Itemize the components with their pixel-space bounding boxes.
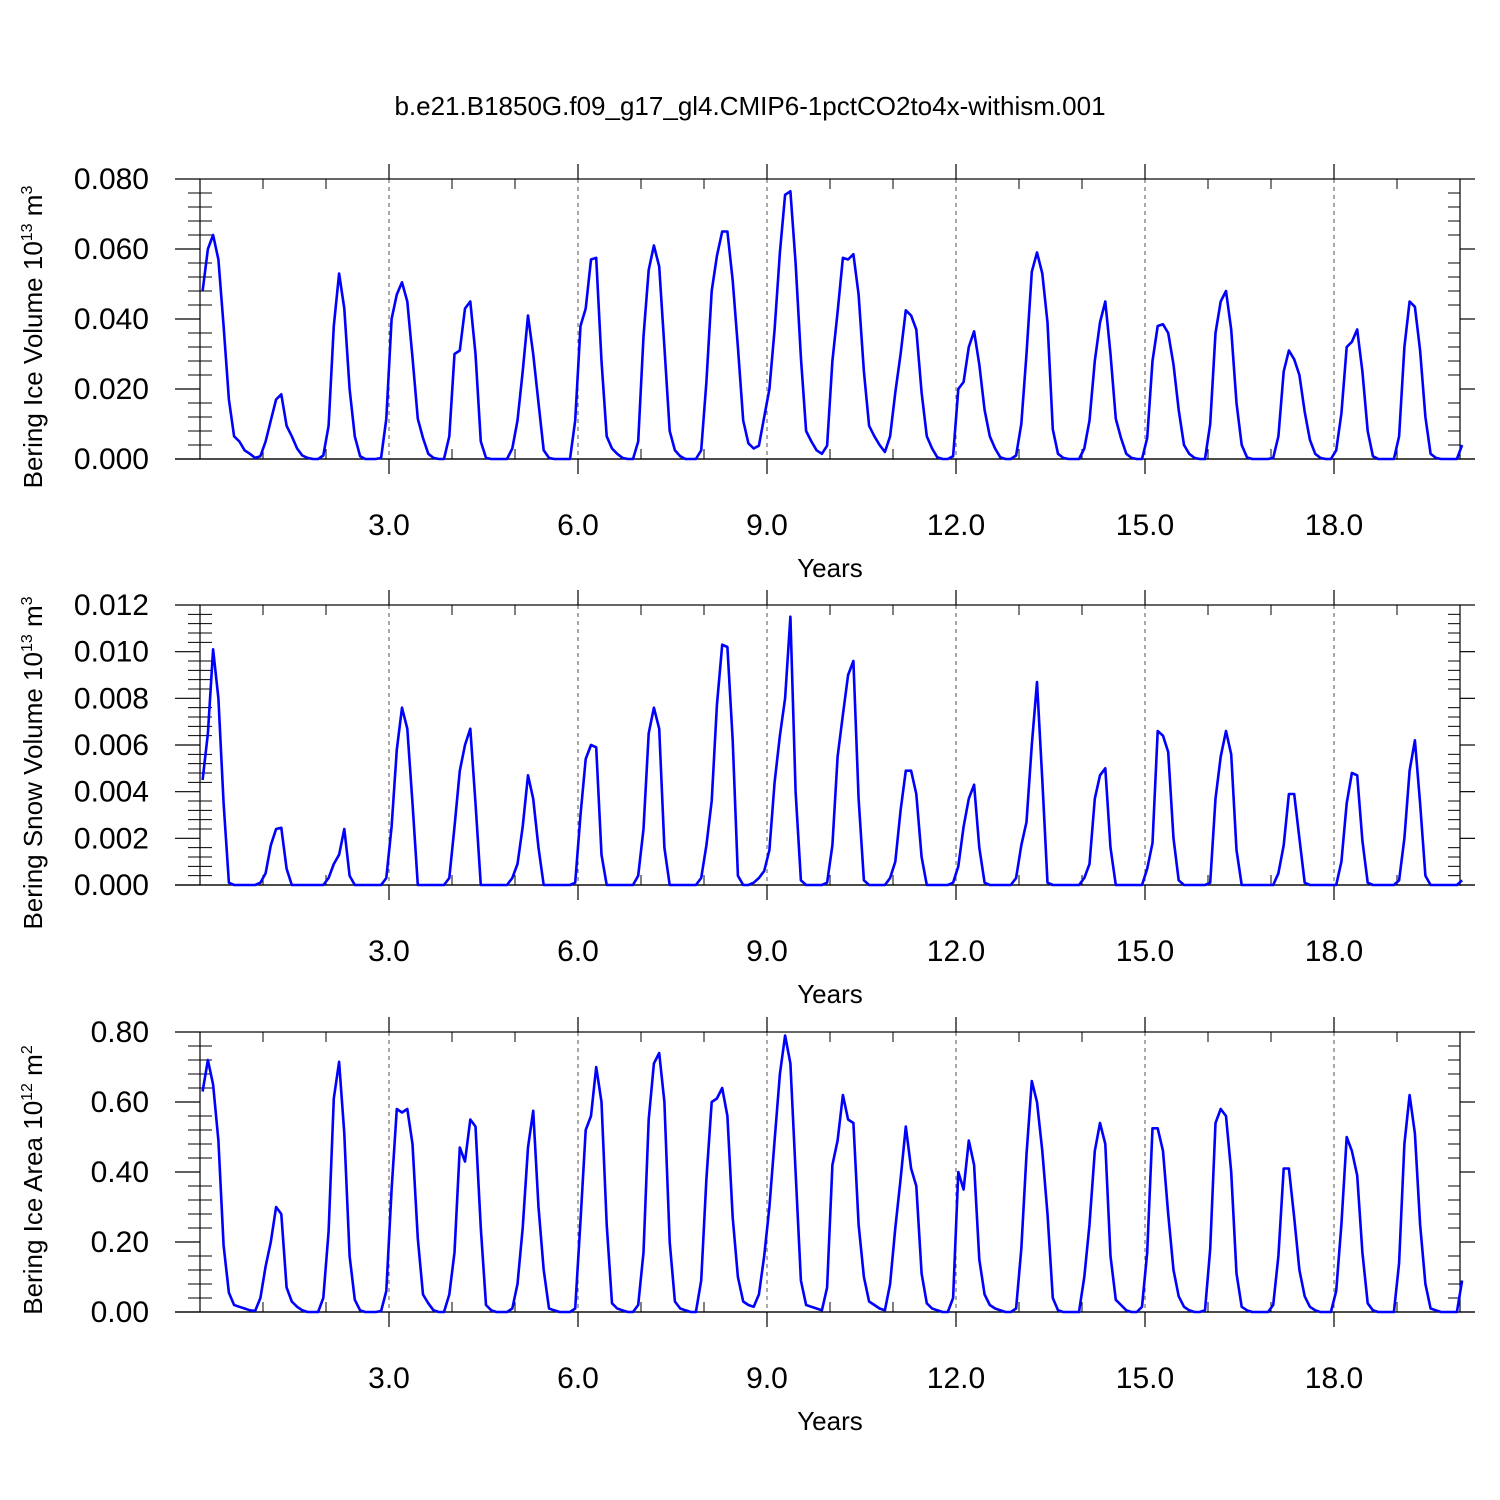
panel-ice-volume-y-tick-label: 0.020 xyxy=(74,373,149,406)
panel-ice-area-ylabel: Bering Ice Area 1012 m2 xyxy=(18,1045,48,1315)
panel-snow-volume: Years Bering Snow Volume 1013 m3 0.000 0.… xyxy=(18,589,1475,1009)
panel-snow-volume-ylabel: Bering Snow Volume 1013 m3 xyxy=(18,596,48,929)
panel-ice-area-x-tick-label: 15.0 xyxy=(1116,1362,1174,1395)
panel-ice-volume-ylabel-unit: m xyxy=(18,195,48,224)
panel-snow-volume-y-tick-label: 0.010 xyxy=(74,636,149,669)
panel-ice-area-x-tick-label: 12.0 xyxy=(927,1362,985,1395)
panel-snow-volume-x-tick-label: 15.0 xyxy=(1116,935,1174,968)
panel-snow-volume-xlabel: Years xyxy=(797,979,863,1009)
panel-snow-volume-x-tick-label: 3.0 xyxy=(368,935,410,968)
panel-ice-volume: Years Bering Ice Volume 1013 m3 0.000 0.0… xyxy=(18,163,1475,583)
panel-ice-volume-xlabel: Years xyxy=(797,553,863,583)
panel-ice-area-x-tick-label: 6.0 xyxy=(557,1362,599,1395)
panel-ice-area-y-tick-label: 0.20 xyxy=(91,1226,149,1259)
panel-ice-volume-y-tick-label: 0.060 xyxy=(74,233,149,266)
panel-ice-area-x-tick-label: 18.0 xyxy=(1305,1362,1363,1395)
panel-ice-volume-ylabel-main: Bering Ice Volume 10 xyxy=(18,241,48,488)
panel-ice-volume-ylabel-unit-exp: 3 xyxy=(19,186,36,195)
panel-snow-volume-ylabel-unit-exp: 3 xyxy=(19,596,36,605)
panel-ice-area-ylabel-main: Bering Ice Area 10 xyxy=(18,1101,48,1315)
panel-ice-area-ylabel-unit: m xyxy=(18,1054,48,1083)
panel-snow-volume-y-tick-label: 0.004 xyxy=(74,776,149,809)
panel-ice-volume-x-tick-label: 12.0 xyxy=(927,509,985,542)
panel-ice-area-ylabel-exp: 12 xyxy=(19,1083,36,1101)
panel-snow-volume-y-tick-label: 0.002 xyxy=(74,822,149,855)
panel-snow-volume-x-tick-label: 18.0 xyxy=(1305,935,1363,968)
panel-ice-volume-x-tick-label: 9.0 xyxy=(746,509,788,542)
panel-ice-area-x-tick-label: 3.0 xyxy=(368,1362,410,1395)
panel-ice-volume-x-tick-label: 6.0 xyxy=(557,509,599,542)
panel-ice-volume-y-tick-label: 0.000 xyxy=(74,443,149,476)
panel-ice-volume-y-tick-label: 0.080 xyxy=(74,163,149,196)
panel-snow-volume-y-tick-label: 0.006 xyxy=(74,729,149,762)
panel-snow-volume-x-tick-label: 6.0 xyxy=(557,935,599,968)
panel-snow-volume-y-tick-label: 0.008 xyxy=(74,682,149,715)
panel-ice-area-ylabel-unit-exp: 2 xyxy=(19,1045,36,1054)
panel-ice-volume-y-tick-label: 0.040 xyxy=(74,303,149,336)
panel-snow-volume-x-tick-label: 9.0 xyxy=(746,935,788,968)
panel-ice-volume-x-tick-label: 3.0 xyxy=(368,509,410,542)
panel-ice-volume-ylabel-exp: 13 xyxy=(19,223,36,241)
panel-snow-volume-series-line xyxy=(201,615,1463,887)
panel-ice-area-xlabel: Years xyxy=(797,1406,863,1436)
panel-ice-volume-ylabel: Bering Ice Volume 1013 m3 xyxy=(18,186,48,489)
panel-ice-area-y-tick-label: 0.60 xyxy=(91,1086,149,1119)
panel-ice-area-x-tick-label: 9.0 xyxy=(746,1362,788,1395)
panel-ice-area-y-tick-label: 0.00 xyxy=(91,1296,149,1329)
panel-snow-volume-ylabel-exp: 13 xyxy=(19,634,36,652)
panel-snow-volume-x-tick-label: 12.0 xyxy=(927,935,985,968)
panel-ice-area-y-tick-label: 0.40 xyxy=(91,1156,149,1189)
figure-title: b.e21.B1850G.f09_g17_gl4.CMIP6-1pctCO2to… xyxy=(394,91,1105,121)
panel-ice-area-series-line xyxy=(201,1034,1464,1314)
panel-ice-volume-series-line xyxy=(201,190,1464,461)
panel-snow-volume-ylabel-main: Bering Snow Volume 10 xyxy=(18,652,48,930)
panel-ice-area: Years Bering Ice Area 1012 m2 0.00 0.20 0.… xyxy=(18,1016,1475,1436)
panel-ice-area-y-tick-label: 0.80 xyxy=(91,1016,149,1049)
panel-snow-volume-y-tick-label: 0.000 xyxy=(74,869,149,902)
panel-ice-volume-x-tick-label: 18.0 xyxy=(1305,509,1363,542)
panel-ice-volume-x-tick-label: 15.0 xyxy=(1116,509,1174,542)
panel-snow-volume-ylabel-unit: m xyxy=(18,605,48,634)
panel-snow-volume-y-tick-label: 0.012 xyxy=(74,589,149,622)
